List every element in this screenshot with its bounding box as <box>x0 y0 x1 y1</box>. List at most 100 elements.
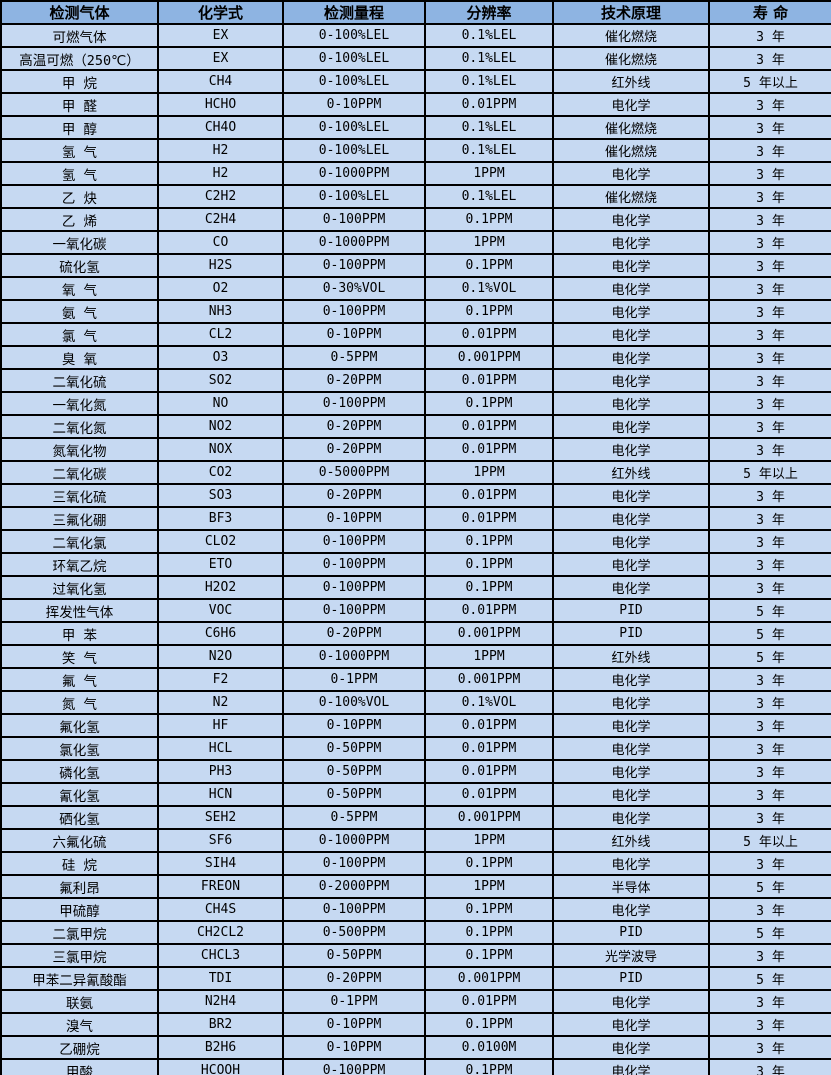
lifespan-cell: 3 年 <box>708 184 831 209</box>
table-row: 甲 醛 HCHO 0-10PPM 0.01PPM 电化学 3 年 <box>0 92 831 117</box>
table-row: 可燃气体 EX 0-100%LEL 0.1%LEL 催化燃烧 3 年 <box>0 23 831 48</box>
resolution-cell: 1PPM <box>424 644 554 669</box>
formula-cell: EX <box>157 46 284 71</box>
principle-cell: 电化学 <box>552 322 710 347</box>
table-row: 甲硫醇 CH4S 0-100PPM 0.1PPM 电化学 3 年 <box>0 897 831 922</box>
table-row: 乙 烯 C2H4 0-100PPM 0.1PPM 电化学 3 年 <box>0 207 831 232</box>
lifespan-cell: 5 年 <box>708 920 831 945</box>
resolution-cell: 1PPM <box>424 828 554 853</box>
formula-cell: TDI <box>157 966 284 991</box>
range-cell: 0-10PPM <box>282 506 426 531</box>
principle-cell: 电化学 <box>552 253 710 278</box>
table-row: 乙 炔 C2H2 0-100%LEL 0.1%LEL 催化燃烧 3 年 <box>0 184 831 209</box>
table-row: 高温可燃（250℃） EX 0-100%LEL 0.1%LEL 催化燃烧 3 年 <box>0 46 831 71</box>
gas-name-cell: 硅 烷 <box>0 851 159 876</box>
range-cell: 0-100PPM <box>282 391 426 416</box>
principle-cell: 电化学 <box>552 989 710 1014</box>
formula-cell: H2 <box>157 138 284 163</box>
resolution-cell: 1PPM <box>424 874 554 899</box>
lifespan-cell: 3 年 <box>708 713 831 738</box>
gas-name-cell: 三氯甲烷 <box>0 943 159 968</box>
principle-cell: 电化学 <box>552 391 710 416</box>
gas-name-cell: 氨 气 <box>0 299 159 324</box>
range-cell: 0-20PPM <box>282 368 426 393</box>
lifespan-cell: 3 年 <box>708 368 831 393</box>
principle-cell: 电化学 <box>552 368 710 393</box>
lifespan-cell: 3 年 <box>708 92 831 117</box>
range-cell: 0-1PPM <box>282 989 426 1014</box>
header-lifespan-cell: 寿 命 <box>708 0 831 25</box>
range-cell: 0-100%LEL <box>282 184 426 209</box>
gas-name-cell: 乙 烯 <box>0 207 159 232</box>
principle-cell: 光学波导 <box>552 943 710 968</box>
range-cell: 0-100%LEL <box>282 23 426 48</box>
formula-cell: PH3 <box>157 759 284 784</box>
lifespan-cell: 3 年 <box>708 552 831 577</box>
resolution-cell: 0.1%VOL <box>424 276 554 301</box>
table-row: 乙硼烷 B2H6 0-10PPM 0.0100M 电化学 3 年 <box>0 1035 831 1060</box>
formula-cell: CH4S <box>157 897 284 922</box>
gas-name-cell: 氢 气 <box>0 161 159 186</box>
gas-name-cell: 乙 炔 <box>0 184 159 209</box>
lifespan-cell: 3 年 <box>708 782 831 807</box>
formula-cell: CL2 <box>157 322 284 347</box>
gas-name-cell: 笑 气 <box>0 644 159 669</box>
formula-cell: CO2 <box>157 460 284 485</box>
principle-cell: 电化学 <box>552 782 710 807</box>
lifespan-cell: 3 年 <box>708 46 831 71</box>
principle-cell: 电化学 <box>552 207 710 232</box>
lifespan-cell: 3 年 <box>708 483 831 508</box>
gas-name-cell: 氮 气 <box>0 690 159 715</box>
gas-name-cell: 磷化氢 <box>0 759 159 784</box>
gas-name-cell: 二氧化氮 <box>0 414 159 439</box>
principle-cell: 电化学 <box>552 437 710 462</box>
range-cell: 0-100%LEL <box>282 115 426 140</box>
table-row: 过氧化氢 H2O2 0-100PPM 0.1PPM 电化学 3 年 <box>0 575 831 600</box>
principle-cell: 电化学 <box>552 552 710 577</box>
resolution-cell: 1PPM <box>424 161 554 186</box>
gas-name-cell: 六氟化硫 <box>0 828 159 853</box>
table-row: 甲 醇 CH4O 0-100%LEL 0.1%LEL 催化燃烧 3 年 <box>0 115 831 140</box>
principle-cell: 电化学 <box>552 92 710 117</box>
lifespan-cell: 5 年 <box>708 621 831 646</box>
gas-name-cell: 氮氧化物 <box>0 437 159 462</box>
table-row: 氢 气 H2 0-100%LEL 0.1%LEL 催化燃烧 3 年 <box>0 138 831 163</box>
range-cell: 0-10PPM <box>282 1035 426 1060</box>
principle-cell: 电化学 <box>552 897 710 922</box>
principle-cell: 红外线 <box>552 69 710 94</box>
formula-cell: BR2 <box>157 1012 284 1037</box>
range-cell: 0-100PPM <box>282 299 426 324</box>
resolution-cell: 1PPM <box>424 230 554 255</box>
resolution-cell: 0.1%LEL <box>424 46 554 71</box>
range-cell: 0-50PPM <box>282 782 426 807</box>
formula-cell: HCOOH <box>157 1058 284 1075</box>
table-row: 溴气 BR2 0-10PPM 0.1PPM 电化学 3 年 <box>0 1012 831 1037</box>
gas-name-cell: 硫化氢 <box>0 253 159 278</box>
table-row: 二氧化硫 SO2 0-20PPM 0.01PPM 电化学 3 年 <box>0 368 831 393</box>
formula-cell: C2H4 <box>157 207 284 232</box>
lifespan-cell: 3 年 <box>708 115 831 140</box>
lifespan-cell: 3 年 <box>708 851 831 876</box>
range-cell: 0-100%LEL <box>282 69 426 94</box>
table-row: 氟化氢 HF 0-10PPM 0.01PPM 电化学 3 年 <box>0 713 831 738</box>
resolution-cell: 0.01PPM <box>424 989 554 1014</box>
range-cell: 0-100PPM <box>282 529 426 554</box>
table-row: 氯 气 CL2 0-10PPM 0.01PPM 电化学 3 年 <box>0 322 831 347</box>
lifespan-cell: 3 年 <box>708 391 831 416</box>
resolution-cell: 0.1PPM <box>424 529 554 554</box>
table-row: 挥发性气体 VOC 0-100PPM 0.01PPM PID 5 年 <box>0 598 831 623</box>
gas-name-cell: 二氧化碳 <box>0 460 159 485</box>
range-cell: 0-1000PPM <box>282 230 426 255</box>
table-row: 甲 苯 C6H6 0-20PPM 0.001PPM PID 5 年 <box>0 621 831 646</box>
lifespan-cell: 3 年 <box>708 437 831 462</box>
principle-cell: 红外线 <box>552 644 710 669</box>
principle-cell: 电化学 <box>552 713 710 738</box>
principle-cell: 红外线 <box>552 460 710 485</box>
table-row: 臭 氧 O3 0-5PPM 0.001PPM 电化学 3 年 <box>0 345 831 370</box>
lifespan-cell: 3 年 <box>708 575 831 600</box>
table-row: 氟利昂 FREON 0-2000PPM 1PPM 半导体 5 年 <box>0 874 831 899</box>
resolution-cell: 0.01PPM <box>424 368 554 393</box>
resolution-cell: 0.1%LEL <box>424 138 554 163</box>
range-cell: 0-5000PPM <box>282 460 426 485</box>
resolution-cell: 0.1PPM <box>424 920 554 945</box>
